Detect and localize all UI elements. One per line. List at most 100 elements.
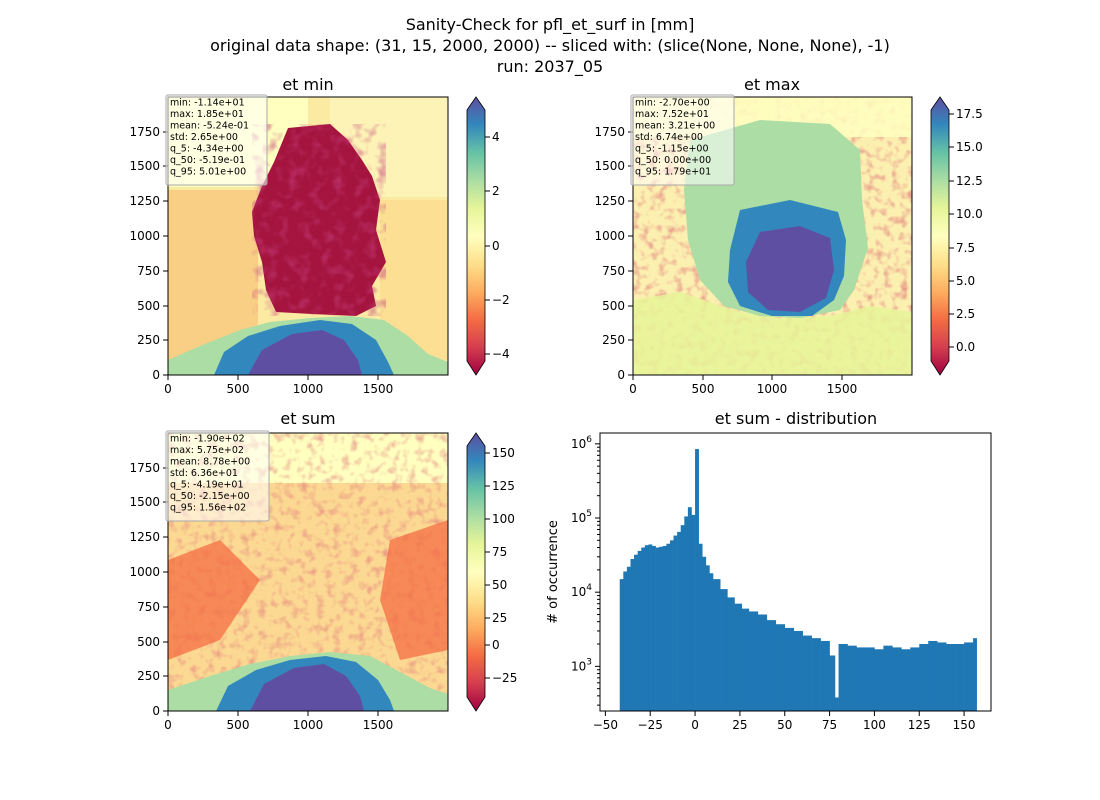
hist-x-tick: 125 (908, 711, 931, 732)
svg-text:150: 150 (492, 446, 515, 460)
hist-bar (910, 647, 920, 711)
hist-bar (687, 507, 692, 711)
svg-text:0: 0 (164, 718, 172, 732)
svg-text:1250: 1250 (594, 194, 625, 208)
svg-text:75: 75 (492, 545, 507, 559)
svg-text:4: 4 (492, 130, 500, 144)
hist-x-tick-label: 125 (908, 718, 931, 732)
svg-text:1250: 1250 (129, 194, 160, 208)
hist-bar (802, 635, 812, 711)
hist-y-tick: 103 (571, 657, 600, 673)
svg-text:1000: 1000 (129, 565, 160, 579)
hist-bar (793, 630, 803, 711)
cbar-tick-0: 4 (485, 130, 500, 144)
svg-text:−25: −25 (492, 671, 517, 685)
stat-std: std: 6.36e+01 (170, 468, 238, 479)
y-tick-0: 0 (617, 368, 633, 382)
svg-text:1000: 1000 (293, 718, 324, 732)
svg-text:750: 750 (137, 600, 160, 614)
hist-bar (757, 614, 768, 711)
hist-bar (928, 640, 938, 711)
svg-text:100: 100 (492, 512, 515, 526)
hist-x-tick: 100 (863, 711, 886, 732)
x-tick-3: 1500 (363, 711, 394, 732)
y-tick-3: 750 (137, 600, 168, 614)
hist-bar (709, 573, 714, 711)
hist-bar (652, 545, 656, 711)
svg-text:25: 25 (492, 611, 507, 625)
hist-bar (626, 566, 631, 711)
y-tick-0: 0 (152, 368, 168, 382)
stat-std: std: 6.74e+00 (635, 132, 703, 143)
hist-bar (955, 644, 965, 711)
x-tick-2: 1000 (293, 711, 324, 732)
hist-bar (820, 640, 830, 711)
stats-box: min: -1.90e+02 max: 5.75e+02 mean: 8.78e… (165, 430, 270, 522)
hist-bar (766, 620, 777, 711)
hist-y-label: # of occurrence (546, 520, 561, 624)
svg-text:1500: 1500 (129, 495, 160, 509)
svg-text:−4: −4 (492, 347, 510, 361)
cbar-tick-6: 2.5 (949, 307, 975, 321)
hist-y-tick-label: 103 (571, 657, 592, 673)
hist-x-tick: 0 (691, 711, 699, 732)
x-tick-1: 500 (692, 375, 715, 396)
hist-bar (637, 550, 642, 711)
svg-text:500: 500 (602, 299, 625, 313)
cbar-tick-7: 0.0 (949, 340, 975, 354)
y-tick-4: 1000 (129, 229, 168, 243)
hist-bar (829, 655, 836, 711)
svg-text:500: 500 (692, 382, 715, 396)
colorbar: 150 125 100 75 50 25 0 −25 (466, 432, 517, 712)
figure-title: Sanity-Check for pfl_et_surf in [mm] ori… (210, 15, 890, 77)
hist-frame (599, 432, 992, 712)
svg-text:0.0: 0.0 (956, 340, 975, 354)
svg-text:0: 0 (492, 239, 500, 253)
stat-max: max: 5.75e+02 (170, 445, 244, 456)
y-tick-6: 1500 (129, 159, 168, 173)
hist-y-axis: 103 104 105 106 (571, 435, 600, 706)
stats-box: min: -1.14e+01 max: 1.85e+01 mean: -5.24… (165, 94, 268, 186)
hist-x-tick: 25 (732, 711, 748, 732)
svg-text:500: 500 (137, 299, 160, 313)
title-line-3: run: 2037_05 (497, 57, 603, 77)
svg-text:50: 50 (492, 578, 507, 592)
cbar-tick-3: −2 (485, 293, 510, 307)
panel-title: et min (282, 75, 333, 94)
hist-bar (666, 543, 671, 711)
y-tick-6: 1500 (594, 159, 633, 173)
stat-mean: mean: -5.24e-01 (170, 121, 249, 132)
svg-text:500: 500 (227, 718, 250, 732)
x-axis: 0 500 1000 1500 (164, 711, 393, 732)
hist-x-tick-label: 25 (732, 718, 747, 732)
hist-bar (648, 544, 653, 711)
hist-bar (641, 547, 646, 711)
hist-bar (973, 638, 977, 711)
svg-text:250: 250 (137, 669, 160, 683)
cbar-tick-5: 25 (485, 611, 507, 625)
stat-max: max: 7.52e+01 (635, 109, 709, 120)
x-tick-3: 1500 (827, 375, 857, 396)
hist-x-tick-label: 150 (953, 718, 976, 732)
cbar-tick-2: 12.5 (949, 174, 983, 188)
x-tick-1: 500 (227, 375, 249, 396)
svg-text:0: 0 (629, 382, 637, 396)
svg-text:1500: 1500 (363, 718, 394, 732)
y-tick-2: 500 (137, 635, 168, 649)
hist-bar (865, 647, 875, 711)
hist-bar (901, 649, 911, 711)
hist-bar (856, 647, 866, 711)
cbar-tick-1: 125 (485, 479, 515, 493)
x-axis: 0 500 1000 1500 (629, 375, 857, 396)
hist-y-tick: 106 (571, 435, 600, 451)
y-tick-4: 1000 (129, 565, 168, 579)
hist-x-tick: −25 (638, 711, 663, 732)
hist-x-tick: 75 (822, 711, 837, 732)
svg-text:−2: −2 (492, 293, 510, 307)
stat-q50: q_50: 0.00e+00 (635, 155, 711, 166)
stat-q5: q_5: -4.34e+00 (170, 144, 244, 155)
hist-bar (748, 611, 759, 711)
x-tick-3: 1500 (363, 375, 393, 396)
cbar-tick-4: 50 (485, 578, 507, 592)
